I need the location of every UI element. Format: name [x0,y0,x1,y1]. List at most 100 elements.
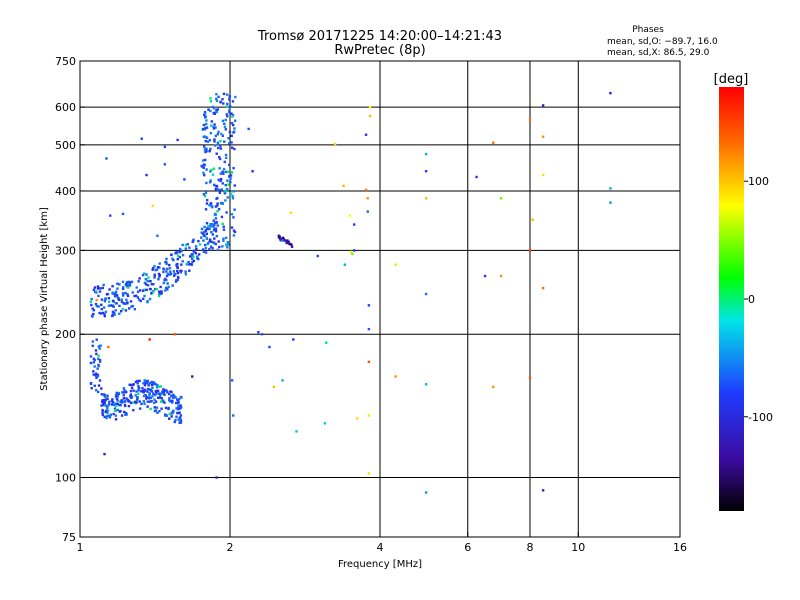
data-point [203,148,207,151]
data-point [181,243,184,247]
data-point [145,396,149,399]
data-point [280,239,284,242]
data-point [164,286,168,290]
data-point [214,230,218,233]
data-point [222,172,225,175]
data-point [89,361,93,365]
data-point [201,232,205,236]
data-point [190,253,193,256]
data-point [156,389,160,393]
data-point [112,403,116,407]
data-point [128,383,131,386]
data-point [207,224,210,228]
data-point [166,267,169,271]
data-point [158,262,161,265]
data-point [207,108,210,111]
data-point [121,391,124,394]
data-point [228,108,231,112]
data-point [226,102,229,106]
data-point [218,157,222,161]
data-point [220,215,224,219]
data-point [105,406,109,409]
data-point [113,293,117,296]
data-point [139,299,142,303]
data-point [231,197,235,200]
data-point [215,108,218,112]
data-point [116,282,119,285]
data-point [213,123,216,126]
data-point [203,111,207,115]
data-point [203,145,206,148]
data-point [153,393,157,397]
data-point [184,273,188,276]
data-point [219,100,222,104]
data-point [172,409,175,412]
data-point [156,396,160,399]
data-point [122,286,125,289]
data-point [102,403,105,407]
data-point [148,400,151,403]
data-point [157,272,161,276]
data-point [232,166,235,170]
data-point [151,268,154,271]
data-point [224,170,227,174]
data-point [146,284,150,287]
data-point [148,338,151,341]
data-point [172,258,175,262]
data-point [216,210,219,213]
data-point [492,385,495,389]
data-point [143,281,147,285]
data-point [203,194,207,198]
data-point [349,250,353,254]
data-point [115,293,119,297]
data-point [92,312,95,316]
data-point [117,297,120,300]
data-point [212,167,216,170]
data-point [146,405,149,408]
data-point [143,288,147,292]
data-point [128,400,131,403]
data-point [147,384,150,387]
data-point [156,411,159,414]
data-point [96,390,100,394]
data-point [219,172,223,175]
data-point [214,187,218,191]
data-point [224,183,227,187]
y-axis-label: Stationary phase Virtual Height [km] [39,207,50,391]
data-point [251,170,254,173]
data-point [205,149,209,153]
data-point [170,415,173,418]
data-point [97,384,101,387]
data-point [144,283,148,286]
data-point [173,420,176,424]
data-point [93,358,96,362]
data-point [135,390,138,393]
data-point [151,204,155,208]
data-point [126,294,130,298]
data-point [161,392,164,395]
data-point [126,398,130,402]
data-point [115,391,118,395]
data-point [212,125,215,129]
data-point [159,392,162,395]
data-point [106,411,109,414]
data-point [225,187,229,191]
data-point [112,305,115,308]
data-point [424,292,428,296]
data-point [165,414,169,417]
phases-mean-o: mean, sd,O: −89.7, 16.0 [607,37,718,47]
data-point [174,418,177,422]
data-point [124,389,127,393]
data-point [157,385,161,388]
data-point [117,391,120,395]
data-point [192,255,195,259]
data-point [89,382,93,386]
data-point [149,280,152,283]
data-point [101,311,105,315]
data-point [104,297,107,300]
data-point [168,397,171,400]
data-point [198,243,202,246]
data-point [228,130,232,134]
data-point [103,401,106,404]
data-point [192,249,196,252]
